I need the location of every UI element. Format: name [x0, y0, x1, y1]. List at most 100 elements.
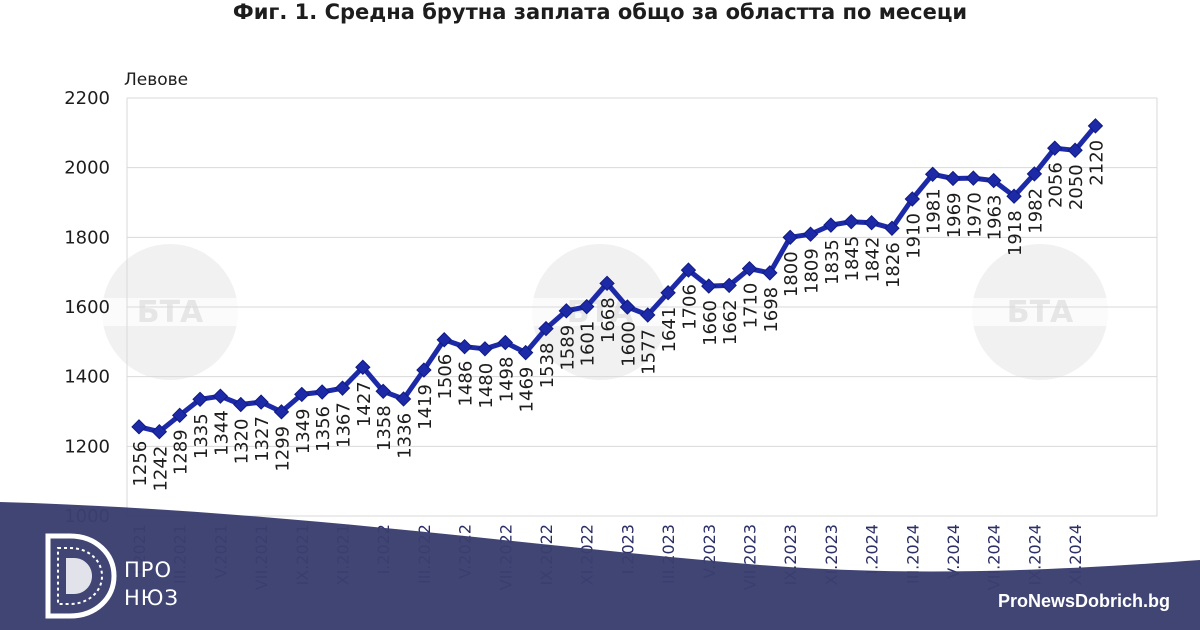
data-label: 1963 — [985, 195, 1006, 241]
data-label: 1668 — [598, 297, 619, 343]
data-labels: 1256 1242 1289 1335 1344 1320 1327 1299 1349 1356… — [130, 140, 1107, 492]
data-label: 1706 — [679, 284, 700, 330]
data-point-marker — [171, 407, 188, 424]
data-label: 1256 — [130, 441, 151, 487]
data-label: 1367 — [334, 402, 355, 448]
data-point-marker — [273, 404, 290, 420]
data-label: 1469 — [517, 367, 538, 413]
data-point-marker — [212, 388, 229, 404]
data-label: 1242 — [150, 446, 171, 492]
data-label: 2056 — [1046, 162, 1067, 208]
data-point-marker — [599, 275, 615, 292]
y-tick-label: 1600 — [64, 297, 110, 318]
data-label: 1538 — [537, 343, 558, 389]
data-label: 1349 — [293, 408, 314, 454]
data-label: 1826 — [883, 242, 904, 288]
data-label: 1289 — [171, 429, 192, 475]
website-label: ProNewsDobrich.bg — [998, 591, 1170, 611]
data-label: 2120 — [1086, 140, 1107, 186]
data-label: 1981 — [924, 188, 945, 234]
data-label: 1299 — [272, 426, 293, 472]
pronews-logo: ПРО НЮЗ — [45, 533, 179, 619]
data-point-marker — [1067, 142, 1083, 158]
data-point-marker — [294, 386, 310, 403]
data-point-marker — [741, 260, 758, 277]
data-point-marker — [151, 423, 168, 440]
x-tick-label: V.2024 — [944, 524, 963, 579]
data-label: 1589 — [557, 325, 578, 371]
data-label: 1327 — [252, 416, 273, 462]
data-label: 1842 — [863, 237, 884, 283]
data-point-marker — [680, 262, 697, 278]
data-label: 1577 — [639, 329, 660, 375]
x-tick-label: III.2024 — [903, 524, 922, 584]
data-point-marker — [416, 362, 432, 378]
data-label: 1800 — [781, 251, 802, 297]
data-point-marker — [355, 359, 371, 375]
data-point-marker — [985, 172, 1002, 189]
data-label: 1335 — [191, 413, 212, 459]
bta-watermark: БТА — [98, 244, 242, 380]
bta-watermark: БТА — [968, 244, 1112, 380]
data-point-marker — [558, 303, 575, 319]
watermark-text: БТА — [137, 295, 204, 330]
data-label: 1336 — [395, 413, 416, 459]
data-point-marker — [253, 394, 269, 410]
bta-watermarks: БТА БТА БТА — [98, 244, 1112, 380]
data-label: 1506 — [435, 354, 456, 400]
gridlines — [126, 97, 1158, 517]
data-label: 1480 — [476, 363, 497, 409]
data-point-marker — [192, 391, 208, 408]
logo-text-bottom: НЮЗ — [124, 586, 179, 610]
data-label: 1641 — [659, 307, 680, 353]
data-point-marker — [395, 391, 412, 407]
data-label: 1344 — [211, 410, 232, 456]
data-point-marker — [1047, 140, 1063, 156]
data-point-marker — [640, 307, 656, 323]
data-label: 1486 — [456, 361, 477, 407]
data-point-marker — [823, 217, 839, 233]
data-label: 1358 — [374, 405, 395, 451]
data-point-marker — [660, 285, 676, 301]
data-label: 1419 — [415, 384, 436, 430]
y-axis-label: Левове — [124, 70, 188, 90]
data-label: 1660 — [700, 300, 721, 346]
data-label: 1662 — [720, 299, 741, 345]
data-label: 1600 — [618, 321, 639, 367]
y-tick-label: 2000 — [64, 158, 110, 179]
data-point-marker — [782, 229, 798, 246]
data-label: 1498 — [496, 357, 517, 403]
data-point-marker — [843, 213, 859, 230]
y-tick-label: 2200 — [64, 88, 110, 109]
data-label: 1918 — [1005, 210, 1026, 256]
data-label: 1320 — [232, 419, 253, 465]
bottom-banner — [0, 502, 1200, 630]
data-point-marker — [965, 170, 982, 186]
data-label: 1601 — [578, 321, 599, 367]
data-point-marker — [436, 332, 452, 348]
data-label: 1970 — [964, 192, 985, 238]
y-tick-labels: 1000120014001600180020002200 — [64, 88, 110, 527]
data-label: 2050 — [1066, 164, 1087, 210]
y-tick-label: 1400 — [64, 367, 110, 388]
x-tick-label: I.2024 — [863, 524, 882, 575]
data-point-marker — [762, 265, 778, 281]
data-point-marker — [578, 298, 595, 315]
data-point-marker — [1087, 118, 1104, 134]
pronews-d-logo-icon — [45, 533, 117, 619]
data-label: 1710 — [741, 283, 762, 329]
data-point-marker — [131, 419, 147, 435]
data-label: 1698 — [761, 287, 782, 333]
data-label: 1910 — [903, 213, 924, 259]
data-point-marker — [334, 380, 351, 396]
y-tick-label: 1800 — [64, 227, 110, 248]
data-point-marker — [538, 320, 554, 337]
data-point-marker — [701, 278, 717, 294]
data-point-marker — [314, 384, 330, 400]
data-point-marker — [945, 170, 961, 187]
data-point-marker — [863, 214, 880, 231]
data-label: 1356 — [313, 406, 334, 452]
series-markers — [131, 118, 1104, 440]
data-label: 1969 — [944, 192, 965, 238]
